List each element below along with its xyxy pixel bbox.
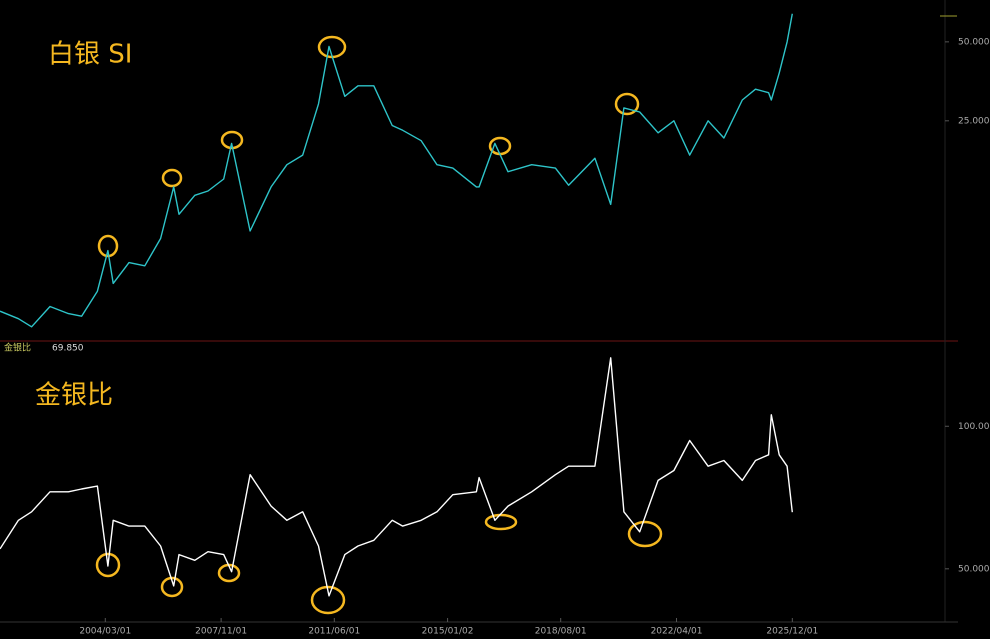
x-tick-label: 2015/01/02 [422, 627, 474, 637]
panel-title: 白银 SI [48, 40, 132, 70]
x-tick-label: 2025/12/01 [766, 627, 818, 637]
highlight [627, 520, 663, 548]
x-tick-label: 2011/06/01 [308, 627, 360, 637]
y-tick-label: 50.000 [958, 37, 990, 47]
indicator-name: 金银比 [4, 342, 31, 354]
highlight [161, 168, 183, 188]
y-tick-label: 100.000 [958, 422, 990, 432]
series-line [0, 13, 793, 328]
highlight [614, 92, 640, 116]
x-tick-label: 2004/03/01 [79, 627, 131, 637]
highlight [97, 234, 119, 258]
series-line [0, 357, 793, 597]
highlight [310, 585, 346, 615]
x-tick-label: 2007/11/01 [195, 627, 247, 637]
x-tick-label: 2022/04/01 [651, 627, 703, 637]
y-tick-label: 50.000 [958, 564, 990, 574]
highlight [95, 552, 121, 578]
panel-title: 金银比 [35, 381, 113, 411]
y-tick-label: 25.000 [958, 116, 990, 126]
highlight [160, 576, 184, 598]
indicator-value: 69.850 [52, 344, 84, 354]
x-tick-label: 2018/08/01 [535, 627, 587, 637]
highlight [484, 513, 518, 531]
highlight-circles [95, 35, 663, 615]
